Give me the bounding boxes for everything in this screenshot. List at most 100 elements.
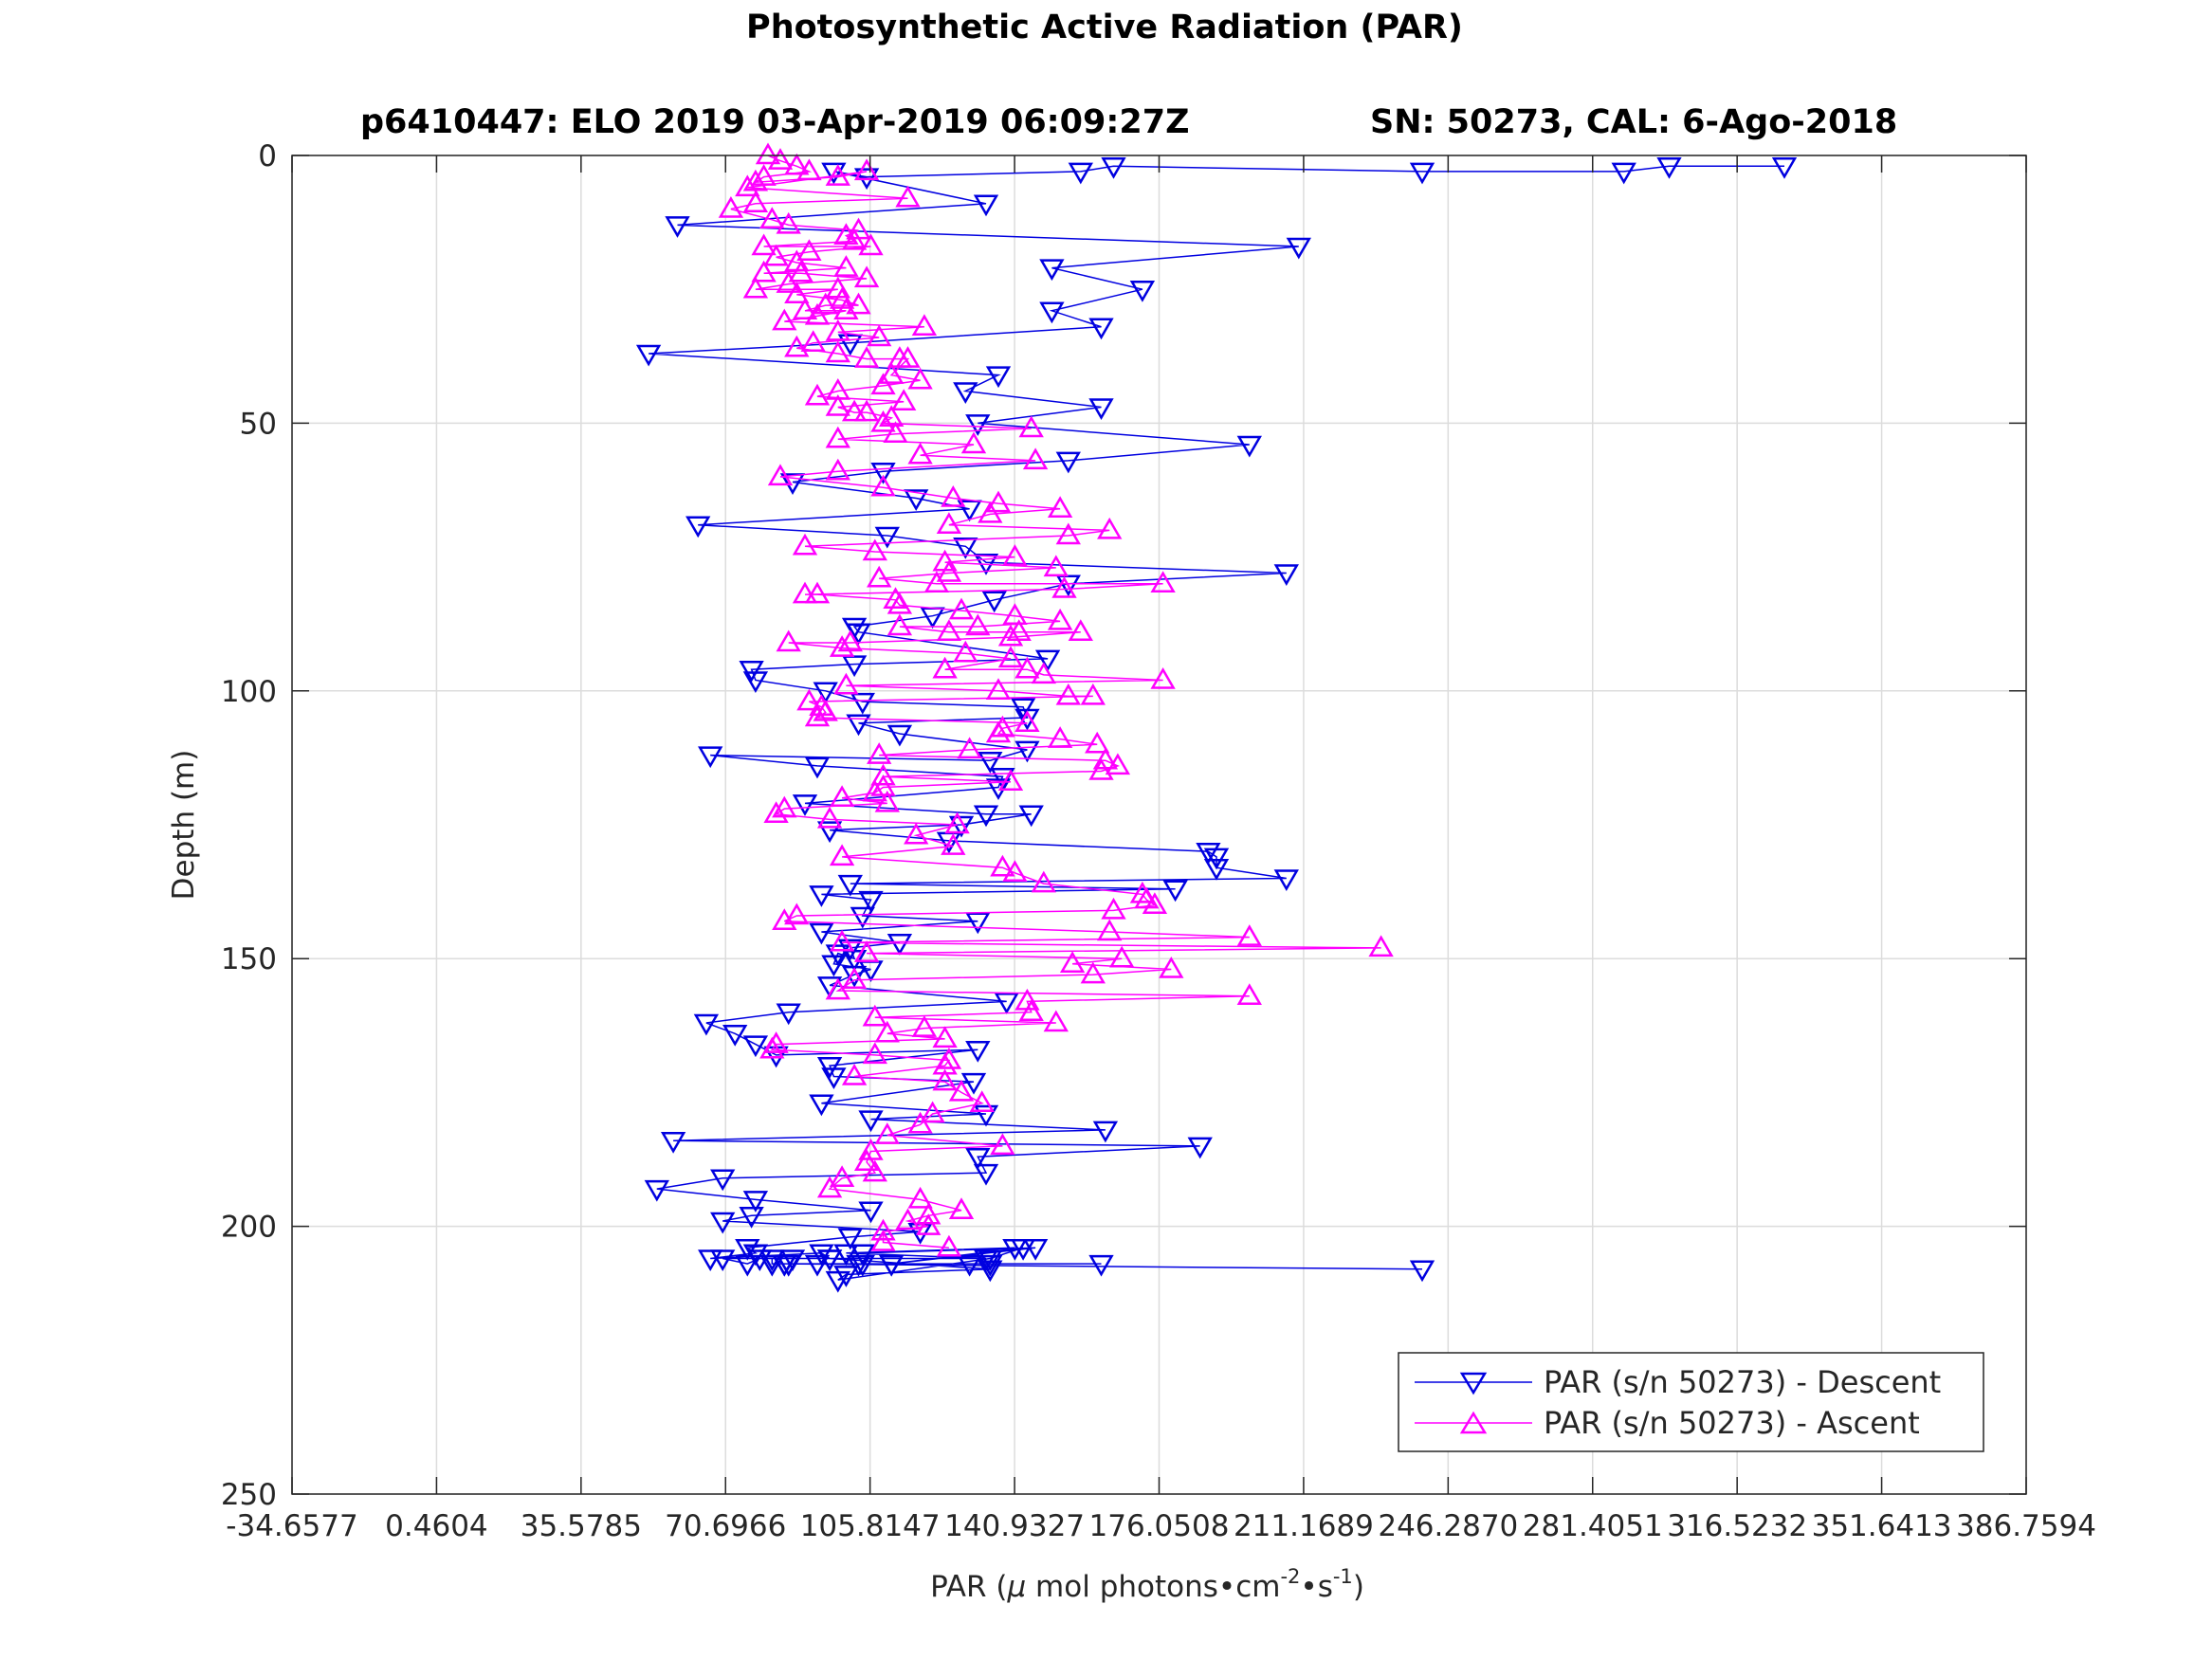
data-point-ascent <box>784 282 810 304</box>
data-point-ascent <box>941 833 966 855</box>
data-point-ascent <box>862 1042 887 1065</box>
data-point-ascent <box>825 394 850 416</box>
data-point-descent <box>759 1254 785 1277</box>
data-point-descent <box>1101 157 1126 179</box>
data-point-descent <box>904 489 929 511</box>
data-point-descent <box>887 934 913 956</box>
data-point-ascent <box>1236 983 1262 1005</box>
data-point-ascent <box>772 908 797 930</box>
x-tick-label: 386.7594 <box>1956 1509 2096 1543</box>
data-point-descent <box>710 1249 736 1271</box>
data-point-ascent <box>1059 951 1086 974</box>
data-point-descent <box>1022 1238 1049 1261</box>
data-point-descent <box>821 955 847 977</box>
y-tick-label: 100 <box>221 675 277 709</box>
data-point-descent <box>710 1212 736 1234</box>
y-axis-label: Depth (m) <box>167 750 201 901</box>
data-point-descent <box>698 1249 723 1271</box>
data-point-ascent <box>759 1036 785 1059</box>
data-point-descent <box>1187 1137 1213 1159</box>
data-point-descent <box>1015 708 1040 731</box>
data-point-descent <box>1092 1121 1119 1143</box>
data-point-descent <box>742 1191 769 1212</box>
data-point-descent <box>821 1067 847 1089</box>
data-point-descent <box>776 1003 801 1026</box>
data-point-ascent <box>1051 576 1077 598</box>
data-point-descent <box>644 1179 669 1202</box>
x-label-mid: mol photons <box>1026 1570 1218 1604</box>
data-point-ascent <box>1368 935 1394 957</box>
data-point-descent <box>858 1201 884 1224</box>
data-point-ascent <box>742 191 769 213</box>
series-descent <box>635 157 1798 1293</box>
x-label-mu: μ <box>1006 1570 1026 1604</box>
data-point-ascent <box>862 779 887 802</box>
data-point-descent <box>833 1244 859 1267</box>
data-point-ascent <box>874 1122 900 1144</box>
data-point-ascent <box>796 239 822 261</box>
data-point-descent <box>1018 805 1044 828</box>
data-point-descent <box>1203 858 1230 881</box>
x-tick-label: 281.4051 <box>1523 1509 1663 1543</box>
data-point-descent <box>1088 398 1114 420</box>
chart-subtitle-right: SN: 50273, CAL: 6-Ago-2018 <box>1370 103 1897 141</box>
data-point-descent <box>1088 318 1114 340</box>
data-point-descent <box>985 366 1012 389</box>
data-point-ascent <box>997 624 1024 647</box>
data-point-descent <box>739 660 764 683</box>
data-point-descent <box>1039 259 1065 282</box>
data-point-ascent <box>825 164 850 186</box>
data-point-descent <box>850 906 875 929</box>
data-point-ascent <box>941 485 966 507</box>
data-point-ascent <box>936 619 962 641</box>
data-point-ascent <box>936 1234 962 1257</box>
data-point-descent <box>846 623 871 646</box>
data-point-descent <box>879 1254 905 1277</box>
series-layer <box>635 142 1798 1293</box>
data-point-descent <box>1039 301 1065 324</box>
data-point-ascent <box>804 302 831 325</box>
data-point-descent <box>1409 162 1435 185</box>
data-point-ascent <box>969 1090 995 1112</box>
data-point-ascent <box>944 811 970 834</box>
data-point-ascent <box>1043 555 1069 577</box>
data-point-descent <box>804 1254 831 1277</box>
data-point-ascent <box>825 977 850 1000</box>
y-tick-label: 200 <box>221 1211 277 1245</box>
data-point-descent <box>953 538 978 559</box>
data-point-ascent <box>804 581 831 604</box>
data-point-descent <box>804 757 831 779</box>
data-point-descent <box>965 912 991 935</box>
x-label-exp-1: -2 <box>1280 1565 1300 1588</box>
data-point-ascent <box>767 464 794 486</box>
data-point-ascent <box>853 1149 880 1172</box>
data-point-ascent <box>853 346 880 368</box>
data-point-ascent <box>870 474 896 497</box>
x-tick-label: 246.2870 <box>1378 1509 1518 1543</box>
data-point-descent <box>846 714 871 737</box>
data-point-descent <box>1010 698 1036 720</box>
data-point-ascent <box>907 367 933 390</box>
data-point-descent <box>965 1147 991 1170</box>
data-point-ascent <box>916 1202 941 1225</box>
data-point-ascent <box>867 565 892 588</box>
data-point-ascent <box>735 174 760 197</box>
chart-subtitle-left: p6410447: ELO 2019 03-Apr-2019 06:09:27Z <box>360 103 1189 141</box>
data-point-ascent <box>829 785 855 808</box>
series-line-descent <box>649 165 1784 1281</box>
data-point-descent <box>693 1013 720 1036</box>
data-point-ascent <box>751 260 777 283</box>
data-point-descent <box>1088 1254 1114 1277</box>
data-point-descent <box>953 382 978 404</box>
data-point-descent <box>1002 1238 1028 1261</box>
data-point-ascent <box>1018 415 1044 438</box>
data-point-ascent <box>907 1111 933 1134</box>
data-point-ascent <box>776 629 801 652</box>
x-tick-label: 35.5785 <box>521 1509 642 1543</box>
data-point-ascent <box>841 1064 868 1085</box>
data-point-ascent <box>853 940 880 962</box>
data-point-descent <box>710 1169 736 1192</box>
data-point-ascent <box>870 373 896 395</box>
data-point-descent <box>850 1254 875 1277</box>
data-point-ascent <box>759 207 785 229</box>
